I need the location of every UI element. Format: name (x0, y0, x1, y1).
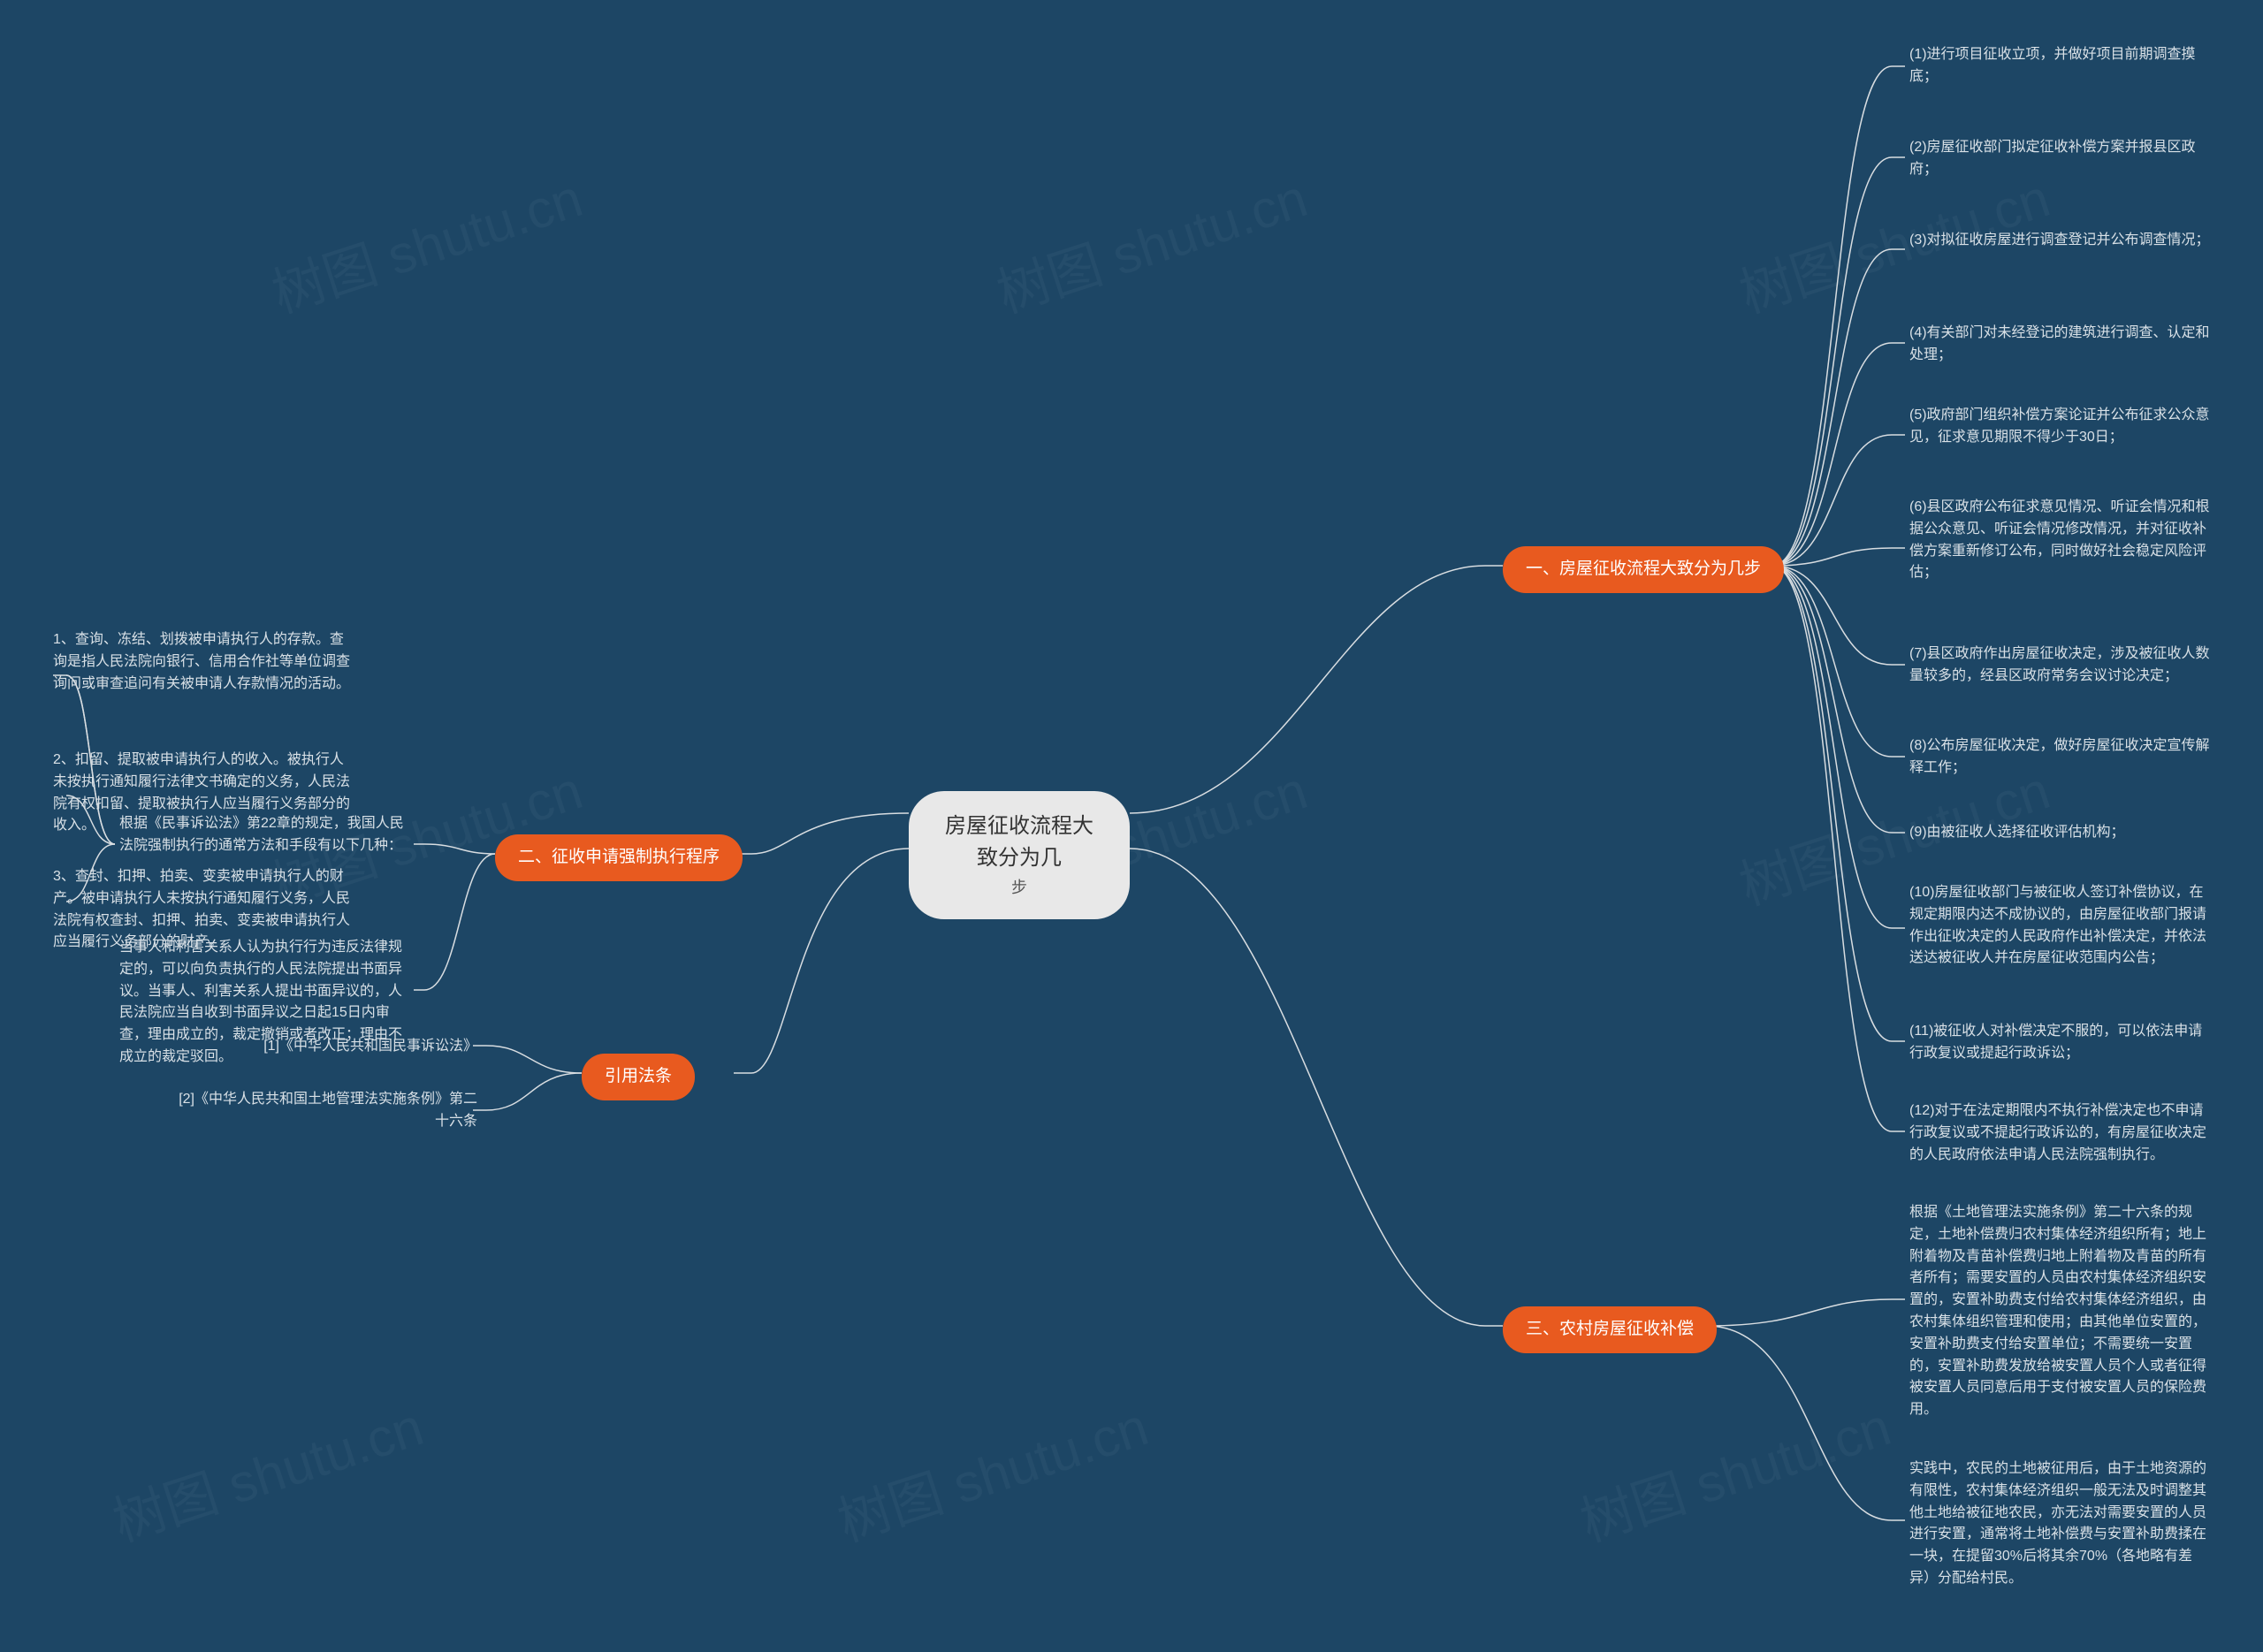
watermark: 树图 shutu.cn (827, 1384, 1156, 1557)
b1-leaf-8: (8)公布房屋征收决定，做好房屋征收决定宣传解释工作； (1909, 735, 2210, 780)
center-title: 房屋征收流程大致分为几 (942, 811, 1096, 874)
watermark: 树图 shutu.cn (986, 156, 1315, 328)
branch-2[interactable]: 二、征收申请强制执行程序 (495, 834, 743, 881)
b1-leaf-6: (6)县区政府公布征求意见情况、听证会情况和根据公众意见、听证会情况修改情况，并… (1909, 497, 2210, 584)
b1-leaf-11: (11)被征收人对补偿决定不服的，可以依法申请行政复议或提起行政诉讼； (1909, 1021, 2210, 1065)
watermark: 树图 shutu.cn (1569, 1384, 1899, 1557)
b2-leaf-1: 1、查询、冻结、划拨被申请执行人的存款。查询是指人民法院向银行、信用合作社等单位… (53, 629, 354, 695)
b3-leaf-2: 实践中，农民的土地被征用后，由于土地资源的有限性，农村集体经济组织一般无法及时调… (1909, 1458, 2210, 1590)
b1-leaf-7: (7)县区政府作出房屋征收决定，涉及被征收人数量较多的，经县区政府常务会议讨论决… (1909, 643, 2210, 688)
b2-leaf-2: 2、扣留、提取被申请执行人的收入。被执行人未按执行通知履行法律文书确定的义务，人… (53, 750, 354, 837)
b3-leaf-1: 根据《土地管理法实施条例》第二十六条的规定，土地补偿费归农村集体经济组织所有；地… (1909, 1202, 2210, 1421)
b1-leaf-4: (4)有关部门对未经登记的建筑进行调查、认定和处理； (1909, 323, 2210, 367)
b4-leaf-1: [1]《中华人民共和国民事诉讼法》 (212, 1036, 477, 1058)
watermark: 树图 shutu.cn (102, 1384, 431, 1557)
b1-leaf-2: (2)房屋征收部门拟定征收补偿方案并报县区政府； (1909, 137, 2210, 181)
b1-leaf-5: (5)政府部门组织补偿方案论证并公布征求公众意见，征求意见期限不得少于30日； (1909, 405, 2210, 449)
branch-4[interactable]: 引用法条 (582, 1054, 695, 1100)
b1-leaf-3: (3)对拟征收房屋进行调查登记并公布调查情况； (1909, 230, 2210, 252)
b1-leaf-9: (9)由被征收人选择征收评估机构； (1909, 822, 2125, 844)
branch-3[interactable]: 三、农村房屋征收补偿 (1503, 1306, 1717, 1353)
watermark: 树图 shutu.cn (261, 156, 591, 328)
center-subtitle: 步 (942, 876, 1096, 900)
center-node: 房屋征收流程大致分为几 步 (909, 791, 1130, 919)
b1-leaf-10: (10)房屋征收部门与被征收人签订补偿协议，在规定期限内达不成协议的，由房屋征收… (1909, 882, 2210, 970)
b4-leaf-2: [2]《中华人民共和国土地管理法实施条例》第二十六条 (177, 1089, 477, 1133)
branch-1[interactable]: 一、房屋征收流程大致分为几步 (1503, 546, 1784, 593)
b1-leaf-12: (12)对于在法定期限内不执行补偿决定也不申请行政复议或不提起行政诉讼的，有房屋… (1909, 1100, 2210, 1166)
b1-leaf-1: (1)进行项目征收立项，并做好项目前期调查摸底； (1909, 44, 2210, 88)
